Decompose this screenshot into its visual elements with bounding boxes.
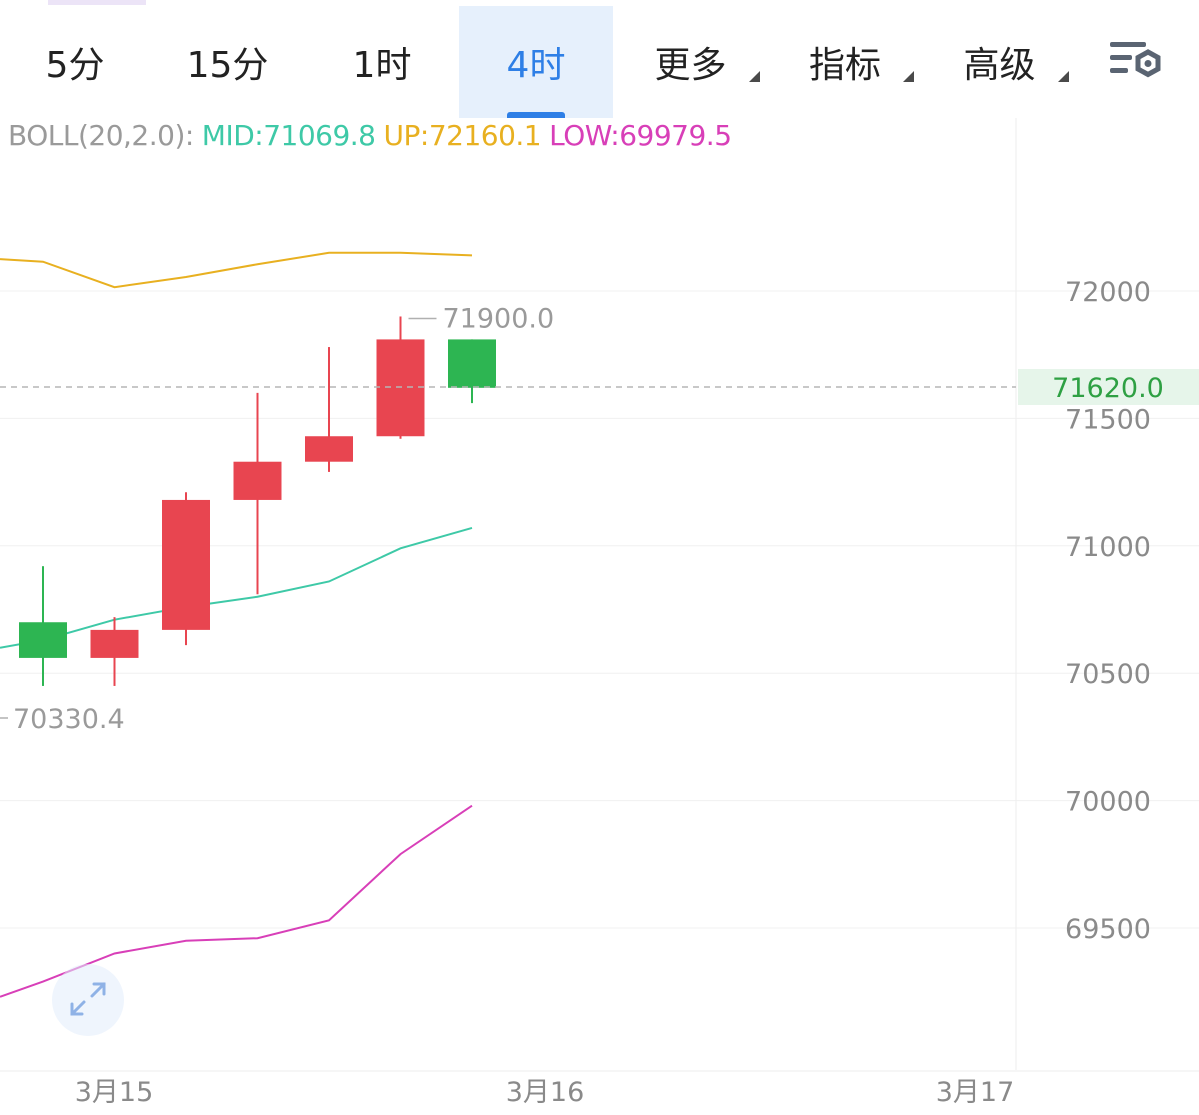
boll-name: BOLL(20,2.0): (8, 119, 194, 152)
tab-label: 指标 (808, 45, 881, 86)
candle-body (448, 339, 496, 388)
dropdown-caret-icon (749, 71, 760, 82)
tab-1[interactable]: 15分 (150, 6, 305, 118)
boll-up-line (0, 251, 473, 289)
tab-label: 15分 (186, 45, 269, 86)
y-tick-label: 71000 (1065, 532, 1151, 563)
tab-5[interactable]: 指标 (768, 6, 922, 118)
boll-low-value: LOW:69979.5 (549, 119, 732, 152)
boll-low-line (0, 804, 473, 998)
last-price-label: 71620.0 (1052, 373, 1164, 404)
low-price-label: 70330.4 (13, 704, 125, 735)
x-tick-label: 3月17 (936, 1077, 1015, 1108)
y-tick-label: 70500 (1065, 659, 1151, 690)
candle-body (233, 461, 282, 500)
active-tab-underline (507, 112, 565, 118)
x-tick-label: 3月15 (75, 1077, 154, 1108)
tab-0[interactable]: 5分 (0, 6, 150, 118)
tab-label: 高级 (963, 45, 1036, 86)
y-tick-label: 70000 (1065, 787, 1151, 818)
y-tick-label: 69500 (1065, 914, 1151, 945)
candle-body (305, 436, 353, 462)
top-indicator-strip (48, 0, 146, 5)
tab-label: 4时 (506, 45, 566, 86)
timeframe-tabs: 5分 15分 1时 4时 更多 指标 高级 (0, 0, 1199, 118)
tab-3[interactable]: 4时 (459, 6, 613, 118)
tab-2[interactable]: 1时 (305, 6, 459, 118)
tab-label: 1时 (352, 45, 412, 86)
candle-body (19, 622, 67, 658)
tab-label: 更多 (654, 45, 727, 86)
y-tick-label: 71500 (1065, 404, 1151, 435)
dropdown-caret-icon (903, 71, 914, 82)
tab-4[interactable]: 更多 (613, 6, 768, 118)
candle-body (376, 339, 425, 437)
high-price-label: 71900.0 (443, 303, 555, 334)
expand-arrows-icon[interactable] (52, 964, 124, 1036)
tab-6[interactable]: 高级 (922, 6, 1077, 118)
y-tick-label: 72000 (1065, 277, 1151, 308)
last-price-tag (1018, 369, 1199, 405)
tab-label: 5分 (45, 45, 105, 86)
boll-up-value: UP:72160.1 (383, 119, 542, 152)
x-tick-label: 3月16 (506, 1077, 585, 1108)
candle-body (90, 629, 139, 658)
boll-indicator-legend: BOLL(20,2.0): MID:71069.8 UP:72160.1 LOW:69… (8, 119, 740, 152)
candle-body (162, 499, 210, 630)
dropdown-caret-icon (1058, 71, 1069, 82)
chart-settings-icon[interactable] (1108, 38, 1166, 86)
boll-mid-value: MID:71069.8 (201, 119, 376, 152)
